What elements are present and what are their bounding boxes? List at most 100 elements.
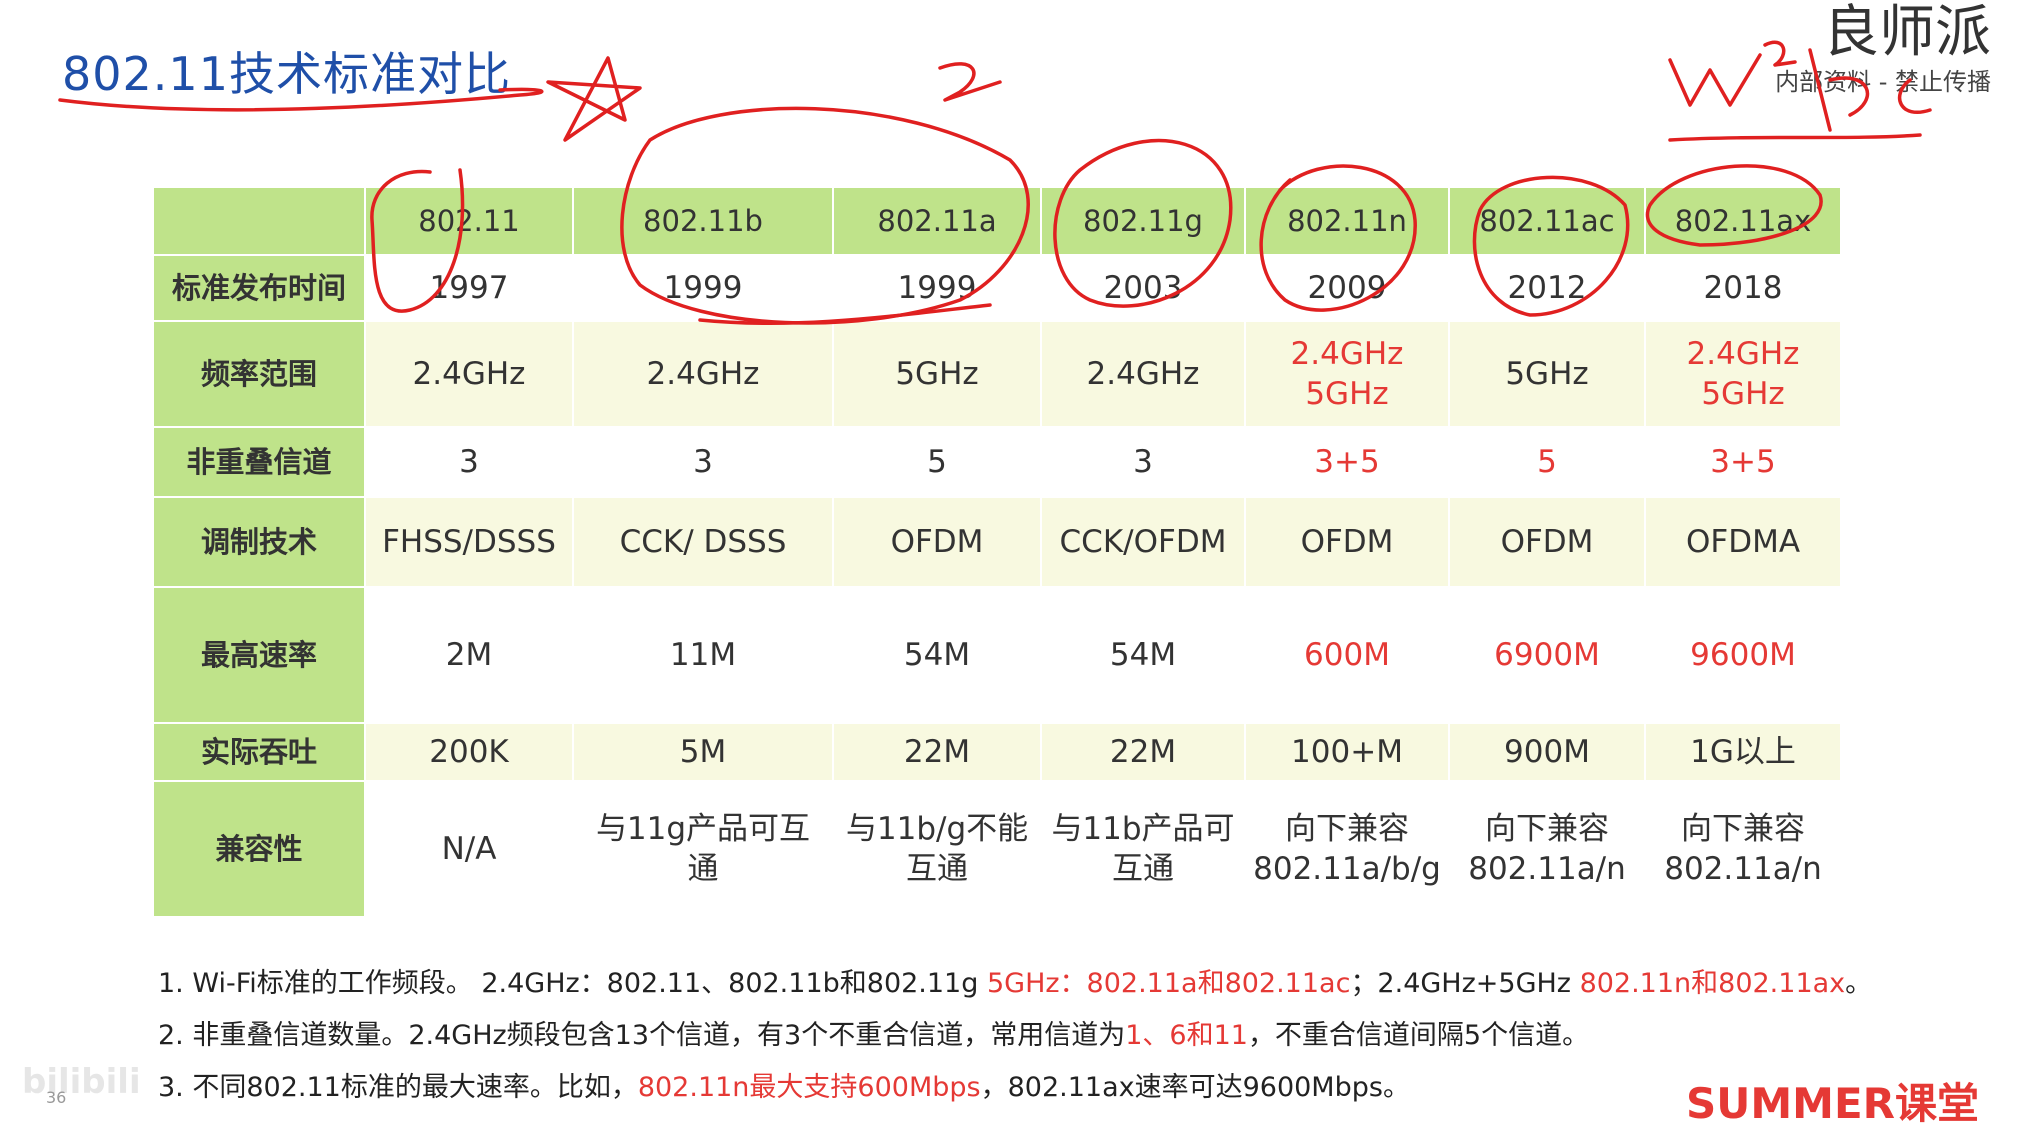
cell-line: 2003 — [1103, 270, 1183, 306]
table-cell: 1999 — [572, 254, 834, 322]
cell-line: 802.11a/b/g — [1253, 851, 1441, 887]
cell-line: 100+M — [1291, 734, 1403, 770]
table-row: 标准发布时间 1997 1999 1999 2003 2009 2012 2018 — [152, 254, 1842, 322]
star-doodle — [546, 56, 642, 142]
table-cell: 2012 — [1448, 254, 1646, 322]
cell-line: 与11g产品可互 — [595, 811, 811, 847]
table-cell: 5 — [1448, 426, 1646, 498]
cell-line: 向下兼容 — [1485, 811, 1609, 847]
underline-top-right — [1668, 133, 1922, 142]
notes-list: 1. Wi-Fi标准的工作频段。 2.4GHz：802.11、802.11b和8… — [158, 958, 1872, 1114]
row-header: 最高速率 — [152, 586, 366, 724]
table-cell: 9600M — [1644, 586, 1842, 724]
brand-subtitle: 内部资料 - 禁止传播 — [1775, 68, 1991, 96]
table-cell: 3 — [364, 426, 574, 498]
table-cell: 2.4GHz 5GHz — [1644, 320, 1842, 428]
table-row: 调制技术 FHSS/DSSS CCK/ DSSS OFDM CCK/OFDM OFDM OF… — [152, 496, 1842, 588]
table-cell: N/A — [364, 780, 574, 918]
table-cell: 与11b产品可 互通 — [1040, 780, 1246, 918]
table-cell: 2.4GHz 5GHz — [1244, 320, 1450, 428]
table-cell: 11M — [572, 586, 834, 724]
table-cell: 与11g产品可互通 — [572, 780, 834, 918]
cell-line: 6900M — [1494, 637, 1600, 673]
cell-line: OFDMA — [1685, 524, 1801, 560]
column-header: 802.11n — [1244, 186, 1450, 256]
cell-line: 5 — [1537, 444, 1557, 480]
cell-line: 5GHz — [1305, 376, 1389, 412]
table-cell: 3 — [572, 426, 834, 498]
note-segment: 1. Wi-Fi标准的工作频段。 2.4GHz：802.11、802.11b和8… — [158, 968, 987, 999]
brand-logo-bottom: SUMMER课堂 — [1686, 1079, 1979, 1128]
table-cell: 2009 — [1244, 254, 1450, 322]
table-cell: 3 — [1040, 426, 1246, 498]
table-header-row: 802.11 802.11b 802.11a 802.11g 802.11n 802.11… — [152, 186, 1842, 256]
table-cell: 3+5 — [1244, 426, 1450, 498]
header-corner-cell — [152, 186, 366, 256]
table-cell: 5M — [572, 722, 834, 782]
table-cell: 向下兼容 802.11a/n — [1644, 780, 1842, 918]
table-row: 最高速率 2M 11M 54M 54M 600M 6900M 9600M — [152, 586, 1842, 724]
cell-line: 互通 — [1112, 851, 1174, 887]
row-header: 标准发布时间 — [152, 254, 366, 322]
table-cell: 1997 — [364, 254, 574, 322]
page-title: 802.11技术标准对比 — [62, 47, 511, 101]
table-cell: OFDM — [1448, 496, 1646, 588]
cell-line: 1999 — [897, 270, 977, 306]
table-cell: 2.4GHz — [572, 320, 834, 428]
page-number: 36 — [46, 1088, 67, 1107]
cell-line: CCK/OFDM — [1059, 524, 1227, 560]
table-cell: 6900M — [1448, 586, 1646, 724]
table-cell: 3+5 — [1644, 426, 1842, 498]
table-row: 兼容性 N/A 与11g产品可互通与11b/g不能 互通 与11b产品可 互通 向下兼容 80… — [152, 780, 1842, 918]
note-segment: 。 — [1845, 968, 1873, 999]
row-header: 实际吞吐 — [152, 722, 366, 782]
cell-line: 5GHz — [1505, 356, 1589, 392]
cell-line: 5GHz — [895, 356, 979, 392]
row-header: 调制技术 — [152, 496, 366, 588]
cell-line: 1G以上 — [1690, 734, 1796, 770]
cell-line: 9600M — [1690, 637, 1796, 673]
table-cell: 2.4GHz — [1040, 320, 1246, 428]
cell-line: 与11b产品可 — [1051, 811, 1235, 847]
cell-line: 通 — [687, 851, 719, 887]
table-row: 频率范围 2.4GHz 2.4GHz 5GHz 2.4GHz 2.4GHz 5GHz 5GHz… — [152, 320, 1842, 428]
table-cell: 54M — [1040, 586, 1246, 724]
note-segment: 5GHz：802.11a和802.11ac — [986, 968, 1351, 999]
cell-line: 2.4GHz — [1086, 356, 1200, 392]
brand-logo-top: 良师派 内部资料 - 禁止传播 — [1775, 2, 1991, 97]
cell-line: 900M — [1504, 734, 1590, 770]
table-cell: 1999 — [832, 254, 1042, 322]
note-line: 2. 非重叠信道数量。2.4GHz频段包含13个信道，有3个不重合信道，常用信道… — [158, 1010, 1872, 1062]
cell-line: OFDM — [1500, 524, 1594, 560]
table-cell: 向下兼容 802.11a/n — [1448, 780, 1646, 918]
table-cell: 22M — [832, 722, 1042, 782]
table-cell: OFDMA — [1644, 496, 1842, 588]
table-cell: 1G以上 — [1644, 722, 1842, 782]
cell-line: 54M — [1109, 637, 1177, 673]
column-header: 802.11ac — [1448, 186, 1646, 256]
note-line: 3. 不同802.11标准的最大速率。比如，802.11n最大支持600Mbps… — [158, 1062, 1872, 1114]
digit-two-doodle — [938, 62, 1002, 102]
cell-line: 600M — [1304, 637, 1390, 673]
cell-line: 2.4GHz — [646, 356, 760, 392]
brand-name: 良师派 — [1823, 0, 1991, 65]
cell-line: OFDM — [1300, 524, 1394, 560]
cell-line: 2018 — [1703, 270, 1783, 306]
table-cell: 2018 — [1644, 254, 1842, 322]
table-cell: CCK/OFDM — [1040, 496, 1246, 588]
cell-line: 22M — [903, 734, 971, 770]
cell-line: 向下兼容 — [1285, 811, 1409, 847]
table-cell: 5 — [832, 426, 1042, 498]
note-segment: 2. 非重叠信道数量。2.4GHz频段包含13个信道，有3个不重合信道，常用信道… — [158, 1020, 1126, 1051]
column-header: 802.11g — [1040, 186, 1246, 256]
cell-line: 2M — [445, 637, 493, 673]
cell-line: N/A — [441, 831, 497, 867]
note-segment: ；2.4GHz+5GHz — [1350, 968, 1580, 999]
column-header: 802.11ax — [1644, 186, 1842, 256]
table-cell: 向下兼容 802.11a/b/g — [1244, 780, 1450, 918]
table-cell: 22M — [1040, 722, 1246, 782]
cell-line: 5M — [679, 734, 727, 770]
table-cell: 5GHz — [832, 320, 1042, 428]
cell-line: 54M — [903, 637, 971, 673]
cell-line: 2.4GHz — [1290, 336, 1404, 372]
